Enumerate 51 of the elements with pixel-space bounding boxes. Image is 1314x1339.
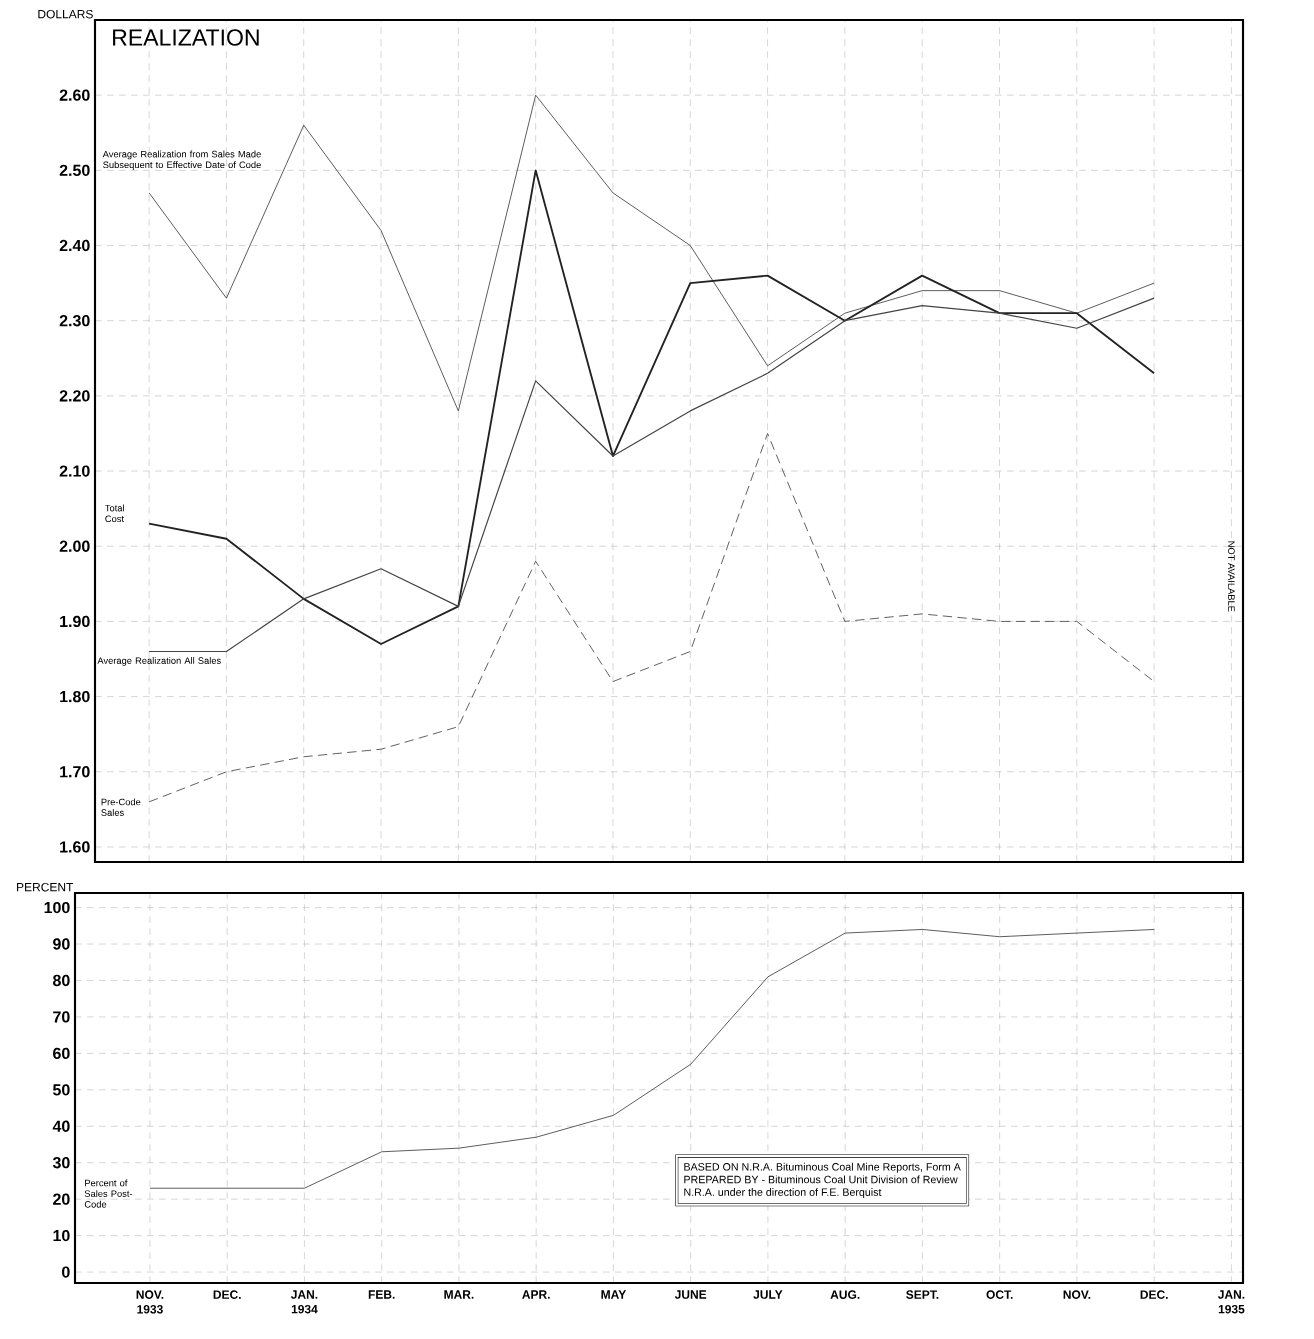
y-axis-title: PERCENT [17, 882, 74, 892]
y-tick-label: 100 [44, 901, 70, 914]
y-tick-label: 30 [52, 1157, 70, 1169]
series-label: Percent of Sales Post-Code [84, 1179, 133, 1208]
annotation: N.R.A. under the direction of F.E. Berquist [684, 1188, 882, 1199]
y-tick-label: 2.00 [59, 540, 90, 552]
x-tick-label: SEPT. [906, 1290, 939, 1299]
x-tick-label: APR. [522, 1290, 550, 1299]
y-tick-label: 50 [52, 1084, 70, 1096]
y-tick-label: 90 [53, 938, 70, 950]
y-tick-label: 0 [62, 1266, 70, 1278]
y-tick-label: 1.60 [60, 841, 90, 853]
y-tick-label: 2.40 [59, 239, 90, 252]
x-tick-label: AUG. [830, 1290, 860, 1299]
x-tick-label: JAN. 1934 [290, 1290, 318, 1314]
x-tick-label: MAY [601, 1290, 627, 1299]
text: Total Cost [105, 504, 124, 523]
series-label: Pre-Code Sales [101, 798, 141, 816]
annotation: NOT AVAILABLE [1228, 541, 1235, 612]
y-tick-label: 70 [53, 1011, 70, 1023]
y-tick-label: 2.10 [59, 465, 90, 477]
x-tick-label: FEB. [368, 1290, 395, 1299]
y-tick-label: 1.80 [60, 690, 90, 703]
annotation: PREPARED BY - Bituminous Coal Unit Division of Review [684, 1175, 958, 1184]
x-tick-label: NOV. [1063, 1290, 1091, 1299]
line-series [148, 169, 1156, 645]
x-tick-label: NOV. 1933 [136, 1290, 164, 1314]
y-tick-label: 2.30 [59, 315, 90, 327]
line-series [148, 297, 1155, 653]
series-label: Average Realization All Sales [97, 657, 221, 666]
x-tick-label: JULY [753, 1290, 783, 1299]
x-tick-label: JAN. 1935 [1217, 1290, 1245, 1314]
text: Average Realization from Sales Made Subsequent to Effective Date of Code [102, 150, 261, 170]
x-tick-label: JUNE [674, 1290, 707, 1299]
y-tick-label: 1.70 [60, 766, 90, 778]
annotation: BASED ON N.R.A. Bituminous Coal Mine Reports, Form A [684, 1162, 961, 1173]
y-tick-label: 1.90 [60, 615, 90, 628]
x-tick-label: DEC. [1140, 1290, 1168, 1299]
chart-title: REALIZATION [113, 29, 259, 46]
y-tick-label: 2.60 [59, 89, 90, 101]
x-tick-label: DEC. [213, 1290, 241, 1299]
y-tick-label: 2.20 [59, 390, 90, 402]
y-tick-label: 10 [53, 1229, 70, 1242]
y-tick-label: 80 [52, 974, 70, 987]
x-tick-label: OCT. [986, 1290, 1013, 1299]
y-axis-title: DOLLARS [38, 9, 93, 19]
y-tick-label: 60 [53, 1047, 70, 1060]
y-tick-label: 40 [52, 1120, 70, 1132]
y-tick-label: 2.50 [59, 164, 90, 176]
x-tick-label: MAR. [444, 1290, 474, 1299]
y-tick-label: 20 [53, 1193, 70, 1205]
